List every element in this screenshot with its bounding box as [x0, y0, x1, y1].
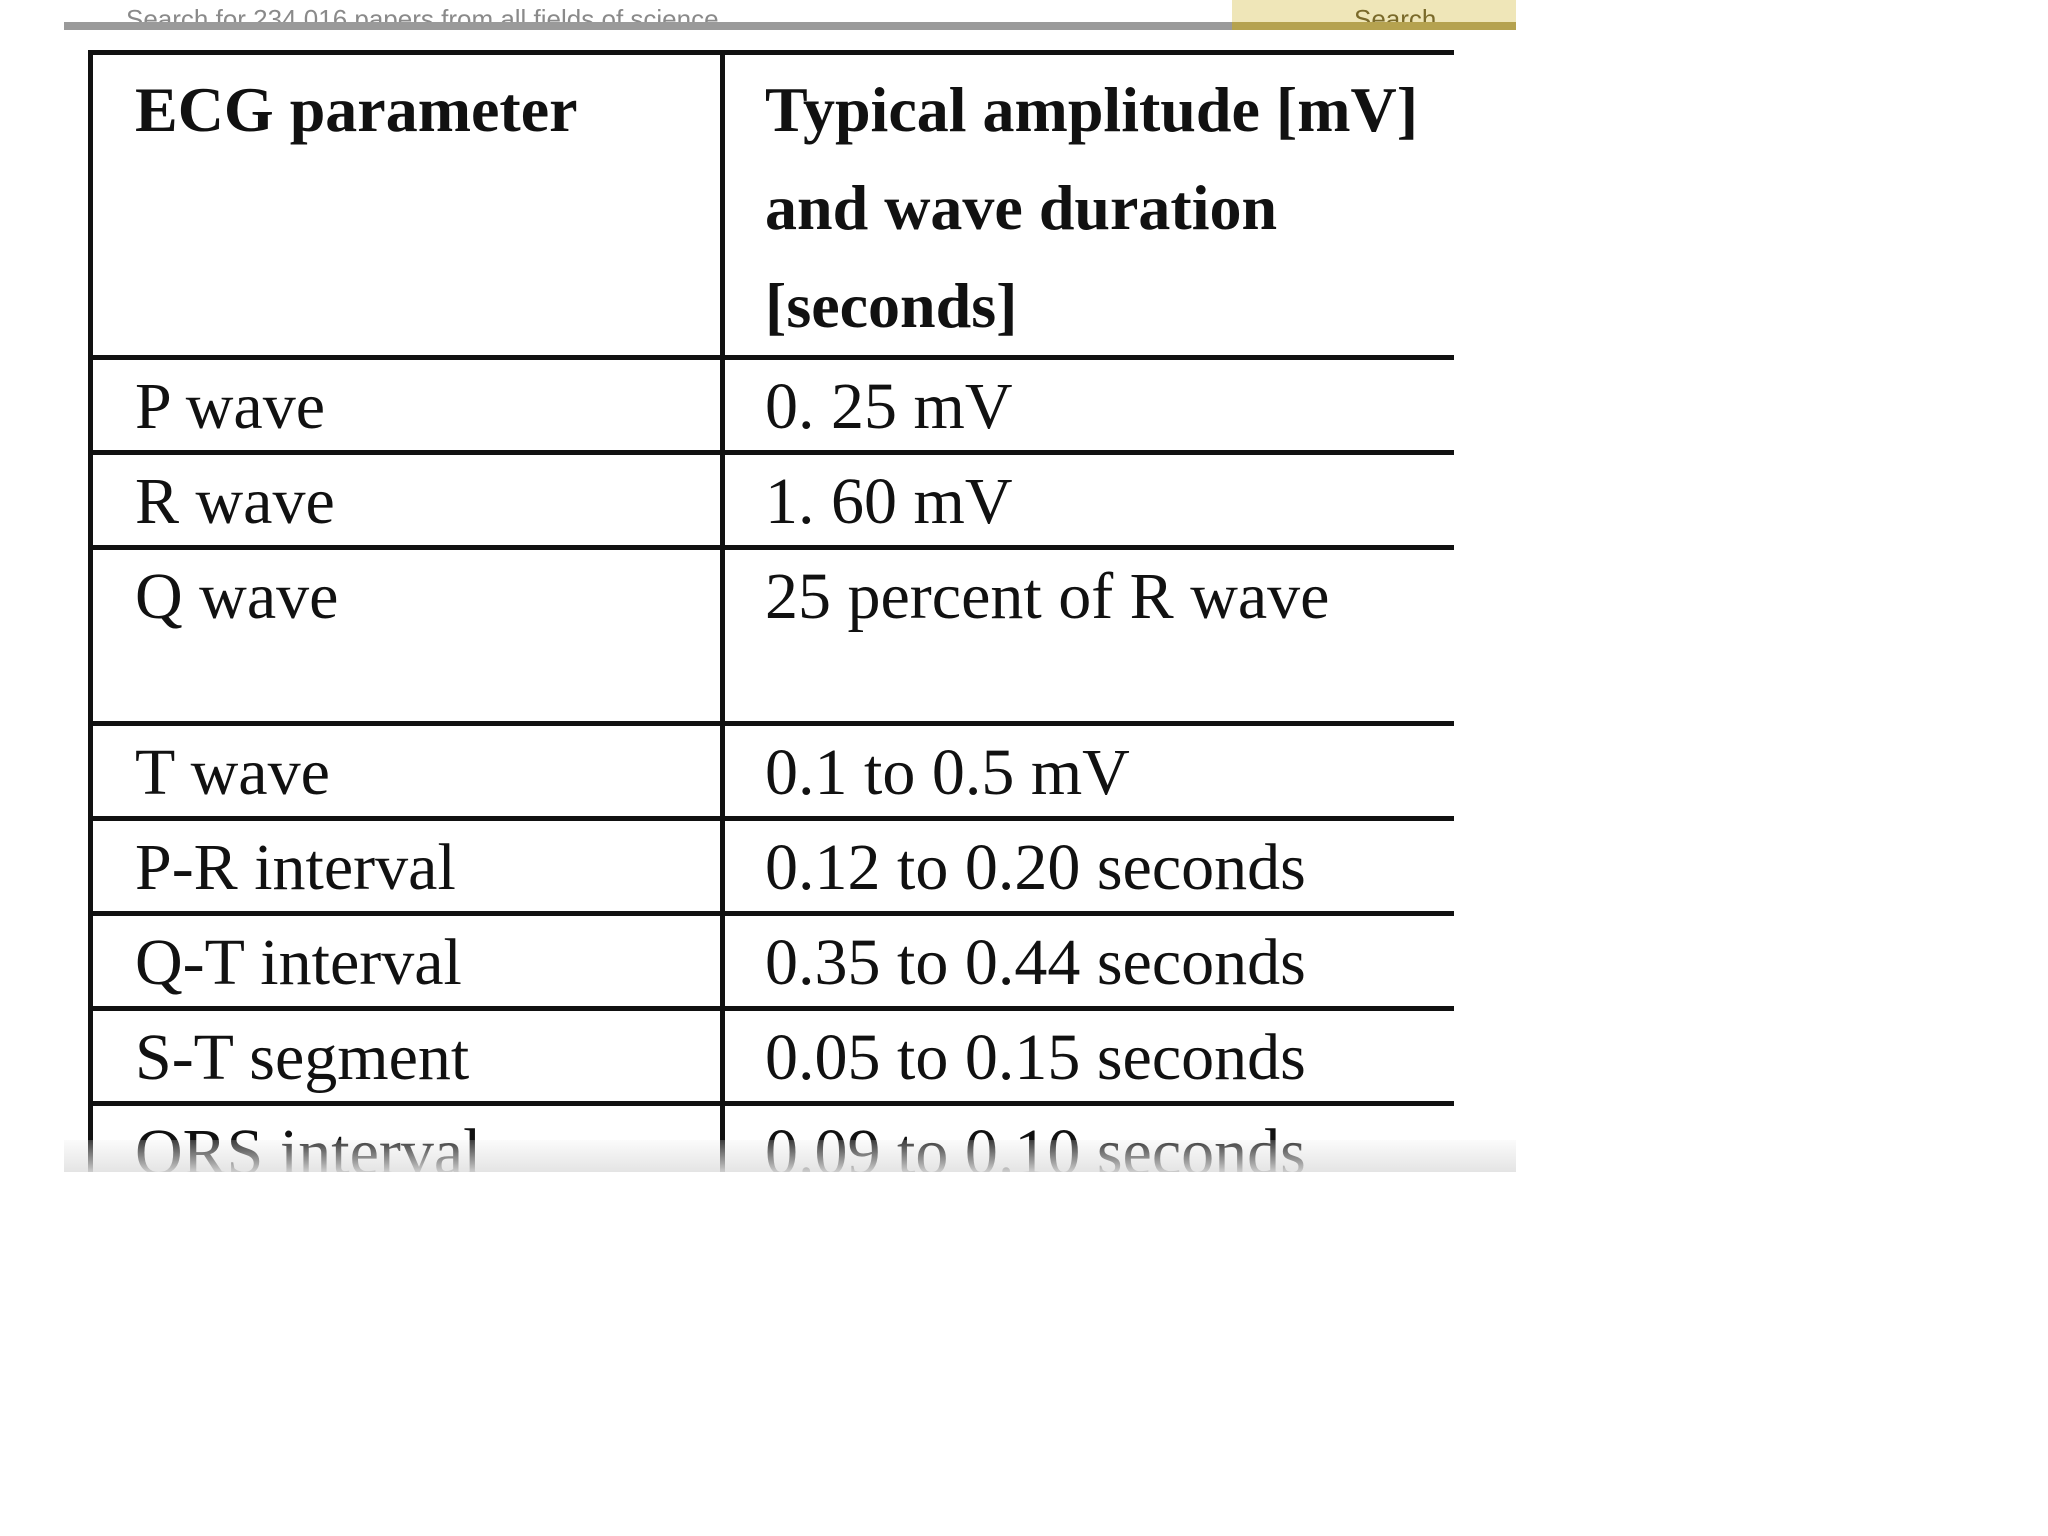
parameter-cell: T wave — [88, 721, 725, 821]
table-row: P wave 0. 25 mV — [88, 355, 1454, 455]
table-row: QRS interval 0.09 to 0.10 seconds — [88, 1101, 1454, 1172]
search-input[interactable]: Search for 234 016 papers from all field… — [64, 0, 1232, 30]
search-button[interactable]: Search — [1232, 0, 1516, 30]
value-cell: 0.35 to 0.44 seconds — [720, 911, 1454, 1011]
table-row: Q-T interval 0.35 to 0.44 seconds — [88, 911, 1454, 1011]
header-ecg-parameter: ECG parameter — [88, 50, 725, 360]
ecg-table-container: ECG parameter Typical amplitude [mV] and… — [88, 50, 1454, 1172]
value-cell: 0. 25 mV — [720, 355, 1454, 455]
value-cell: 25 percent of R wave — [720, 545, 1454, 726]
parameter-cell: R wave — [88, 450, 725, 550]
table-row: T wave 0.1 to 0.5 mV — [88, 721, 1454, 821]
value-cell: 0.09 to 0.10 seconds — [720, 1101, 1454, 1172]
header-typical-amplitude: Typical amplitude [mV] and wave duration… — [720, 50, 1454, 360]
parameter-cell: Q-T interval — [88, 911, 725, 1011]
value-cell: 0.1 to 0.5 mV — [720, 721, 1454, 821]
parameter-cell: QRS interval — [88, 1101, 725, 1172]
parameter-cell: P-R interval — [88, 816, 725, 916]
ecg-table: ECG parameter Typical amplitude [mV] and… — [88, 50, 1454, 1172]
search-button-label: Search — [1354, 4, 1437, 30]
table-row: S-T segment 0.05 to 0.15 seconds — [88, 1006, 1454, 1106]
value-cell: 0.05 to 0.15 seconds — [720, 1006, 1454, 1106]
search-placeholder: Search for 234 016 papers from all field… — [126, 4, 719, 30]
table-row: P-R interval 0.12 to 0.20 seconds — [88, 816, 1454, 916]
parameter-cell: Q wave — [88, 545, 725, 726]
search-bar: Search for 234 016 papers from all field… — [64, 0, 1516, 32]
table-header-row: ECG parameter Typical amplitude [mV] and… — [88, 50, 1454, 360]
parameter-cell: P wave — [88, 355, 725, 455]
page: Search for 234 016 papers from all field… — [64, 0, 1516, 1172]
value-cell: 0.12 to 0.20 seconds — [720, 816, 1454, 916]
table-row: Q wave 25 percent of R wave — [88, 545, 1454, 726]
table-row: R wave 1. 60 mV — [88, 450, 1454, 550]
parameter-cell: S-T segment — [88, 1006, 725, 1106]
value-cell: 1. 60 mV — [720, 450, 1454, 550]
